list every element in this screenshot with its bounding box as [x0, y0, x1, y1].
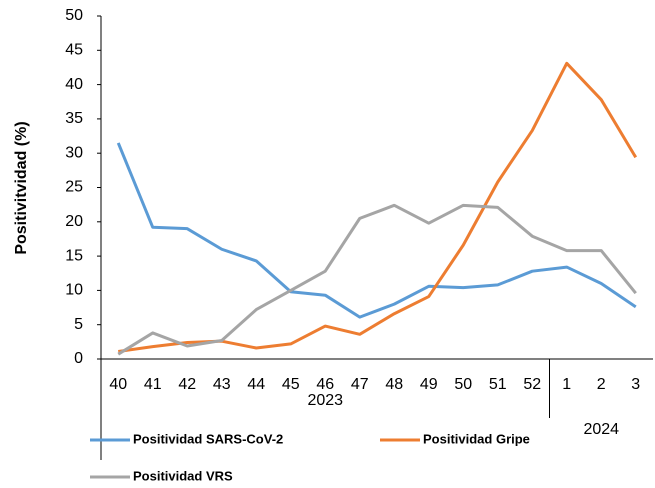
x-tick-label: 49 — [420, 376, 438, 393]
series-line — [118, 61, 638, 353]
x-tick-label: 42 — [178, 376, 196, 393]
legend-label: Positividad VRS — [133, 468, 233, 483]
y-tick-label: 30 — [65, 144, 83, 161]
y-tick-label: 15 — [65, 247, 83, 264]
y-tick-label: 50 — [65, 7, 83, 24]
x-tick-label: 3 — [631, 376, 640, 393]
x-tick-label: 1 — [562, 376, 571, 393]
x-tick-label: 41 — [144, 376, 162, 393]
y-tick-label: 25 — [65, 179, 83, 196]
y-axis-title: Positivitvidad (%) — [13, 121, 30, 254]
y-tick-label: 20 — [65, 213, 83, 230]
x-tick-label: 44 — [247, 376, 265, 393]
x-tick-label: 48 — [385, 376, 403, 393]
x-tick-label: 46 — [316, 376, 334, 393]
y-tick-label: 40 — [65, 76, 83, 93]
x-tick-label: 2 — [597, 376, 606, 393]
group-label: 2024 — [583, 421, 619, 438]
y-tick-label: 0 — [74, 350, 83, 367]
y-tick-label: 10 — [65, 282, 83, 299]
series-line — [116, 142, 637, 319]
x-tick-label: 43 — [213, 376, 231, 393]
series-line — [117, 203, 637, 356]
x-tick-label: 45 — [282, 376, 300, 393]
x-tick-label: 40 — [109, 376, 127, 393]
x-tick-label: 47 — [351, 376, 369, 393]
x-tick-label: 51 — [489, 376, 507, 393]
y-tick-label: 35 — [65, 110, 83, 127]
legend-label: Positividad Gripe — [423, 431, 530, 446]
x-tick-label: 52 — [523, 376, 541, 393]
group-label: 2023 — [307, 392, 343, 409]
legend-label: Positividad SARS-CoV-2 — [133, 431, 283, 446]
x-tick-label: 50 — [454, 376, 472, 393]
y-tick-label: 5 — [74, 316, 83, 333]
y-tick-label: 45 — [65, 42, 83, 59]
